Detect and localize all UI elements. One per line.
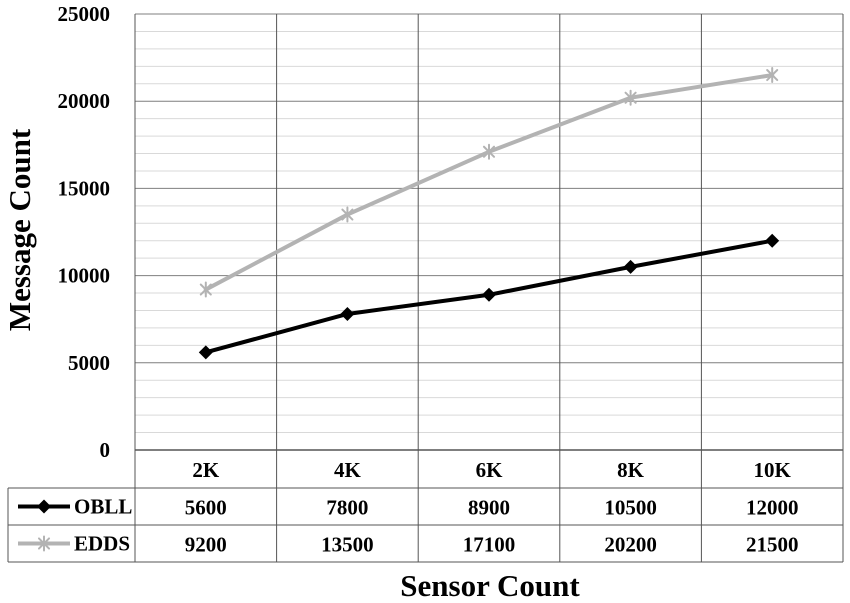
point-obll-6k [482,287,496,302]
table-value-obll: 8900 [468,496,510,520]
x-axis-label: Sensor Count [400,568,580,603]
table-value-edds: 9200 [185,533,227,557]
y-tick-label: 5000 [68,351,110,375]
table-value-obll: 10500 [604,496,657,520]
point-edds-8k [624,89,637,106]
data-table: 2K 4K 6K 8K 10K OBLL 5600 7800 8900 10500 12000 EDD… [7,458,843,563]
point-obll-4k [340,306,355,321]
x-category-label: 10K [754,458,792,482]
legend-marker-obll [37,499,51,514]
table-value-edds: 21500 [746,533,799,557]
y-tick-label: 15000 [58,176,111,200]
y-axis-ticks: 0 5000 10000 15000 20000 25000 [58,2,111,462]
y-tick-label: 25000 [58,2,111,26]
legend-marker-edds [37,535,51,552]
point-obll-2k [198,345,213,360]
x-category-label: 8K [617,458,645,482]
point-obll-10k [765,233,780,248]
point-edds-6k [482,143,496,160]
y-tick-label: 20000 [58,89,111,113]
table-value-obll: 7800 [326,496,368,520]
table-value-edds: 17100 [463,533,516,557]
legend-label-edds: EDDS [74,532,130,556]
x-category-label: 2K [192,458,220,482]
legend-label-obll: OBLL [74,495,132,519]
major-gridlines [134,13,844,562]
point-edds-10k [766,67,779,84]
y-tick-label: 0 [100,438,111,462]
point-edds-2k [199,281,212,298]
table-value-edds: 13500 [321,533,374,557]
y-tick-label: 10000 [58,264,111,288]
minor-gridlines [135,30,843,434]
x-category-label: 6K [476,458,504,482]
x-category-label: 4K [334,458,362,482]
table-value-obll: 12000 [746,496,799,520]
table-value-edds: 20200 [604,533,657,557]
point-edds-4k [341,206,354,223]
point-obll-8k [623,259,638,274]
y-axis-label: Message Count [2,128,37,331]
table-value-obll: 5600 [185,496,227,520]
series-markers [198,67,780,360]
